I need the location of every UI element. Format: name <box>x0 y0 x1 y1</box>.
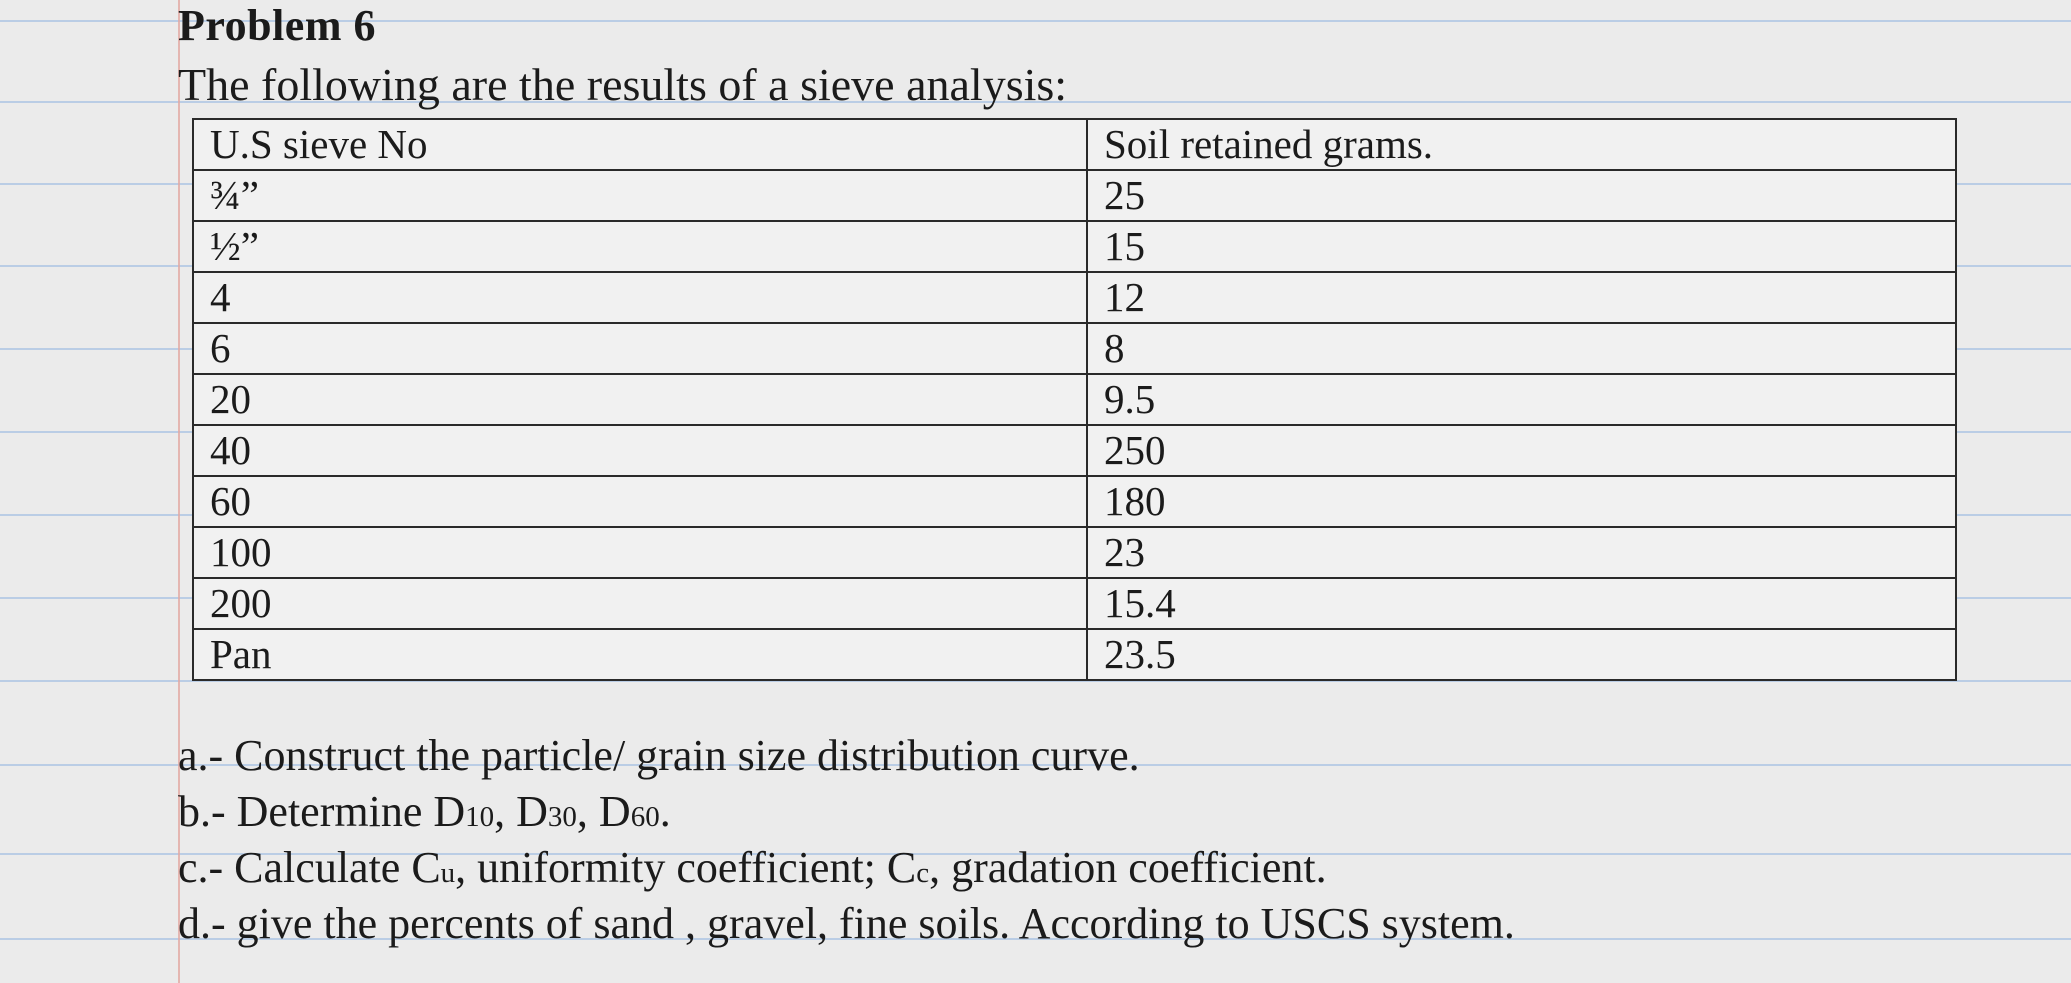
table-row: 60 180 <box>192 475 1957 528</box>
header-soil-retained: Soil retained grams. <box>1086 118 1957 171</box>
cell-sieve-no: 6 <box>192 322 1088 375</box>
table-row: 4 12 <box>192 271 1957 324</box>
question-c: c.- Calculate Cu, uniformity coefficient… <box>178 843 1327 892</box>
problem-intro: The following are the results of a sieve… <box>178 59 1068 110</box>
cell-sieve-no: Pan <box>192 628 1088 681</box>
table-header-row: U.S sieve No Soil retained grams. <box>192 118 1957 171</box>
cell-soil-retained: 23.5 <box>1086 628 1957 681</box>
cell-sieve-no: 4 <box>192 271 1088 324</box>
problem-title: Problem 6 <box>178 1 376 50</box>
cell-sieve-no: 40 <box>192 424 1088 477</box>
cell-soil-retained: 9.5 <box>1086 373 1957 426</box>
cell-sieve-no: 200 <box>192 577 1088 630</box>
cell-soil-retained: 23 <box>1086 526 1957 579</box>
table-row: 6 8 <box>192 322 1957 375</box>
table-row: 40 250 <box>192 424 1957 477</box>
cell-soil-retained: 15 <box>1086 220 1957 273</box>
cell-sieve-no: ½” <box>192 220 1088 273</box>
header-sieve-no: U.S sieve No <box>192 118 1088 171</box>
table-row: 200 15.4 <box>192 577 1957 630</box>
cell-soil-retained: 25 <box>1086 169 1957 222</box>
cell-sieve-no: 20 <box>192 373 1088 426</box>
cell-sieve-no: 60 <box>192 475 1088 528</box>
sieve-analysis-table: U.S sieve No Soil retained grams. ¾” 25 … <box>192 118 1957 681</box>
table-row: 20 9.5 <box>192 373 1957 426</box>
cell-soil-retained: 180 <box>1086 475 1957 528</box>
question-d: d.- give the percents of sand , gravel, … <box>178 899 1515 948</box>
question-a: a.- Construct the particle/ grain size d… <box>178 731 1140 780</box>
cell-soil-retained: 15.4 <box>1086 577 1957 630</box>
cell-soil-retained: 250 <box>1086 424 1957 477</box>
question-list: a.- Construct the particle/ grain size d… <box>178 728 1515 952</box>
table-row: ¾” 25 <box>192 169 1957 222</box>
question-b: b.- Determine D10, D30, D60. <box>178 787 671 836</box>
cell-soil-retained: 12 <box>1086 271 1957 324</box>
cell-soil-retained: 8 <box>1086 322 1957 375</box>
cell-sieve-no: 100 <box>192 526 1088 579</box>
table-row: 100 23 <box>192 526 1957 579</box>
table-row: ½” 15 <box>192 220 1957 273</box>
table-row: Pan 23.5 <box>192 628 1957 681</box>
cell-sieve-no: ¾” <box>192 169 1088 222</box>
